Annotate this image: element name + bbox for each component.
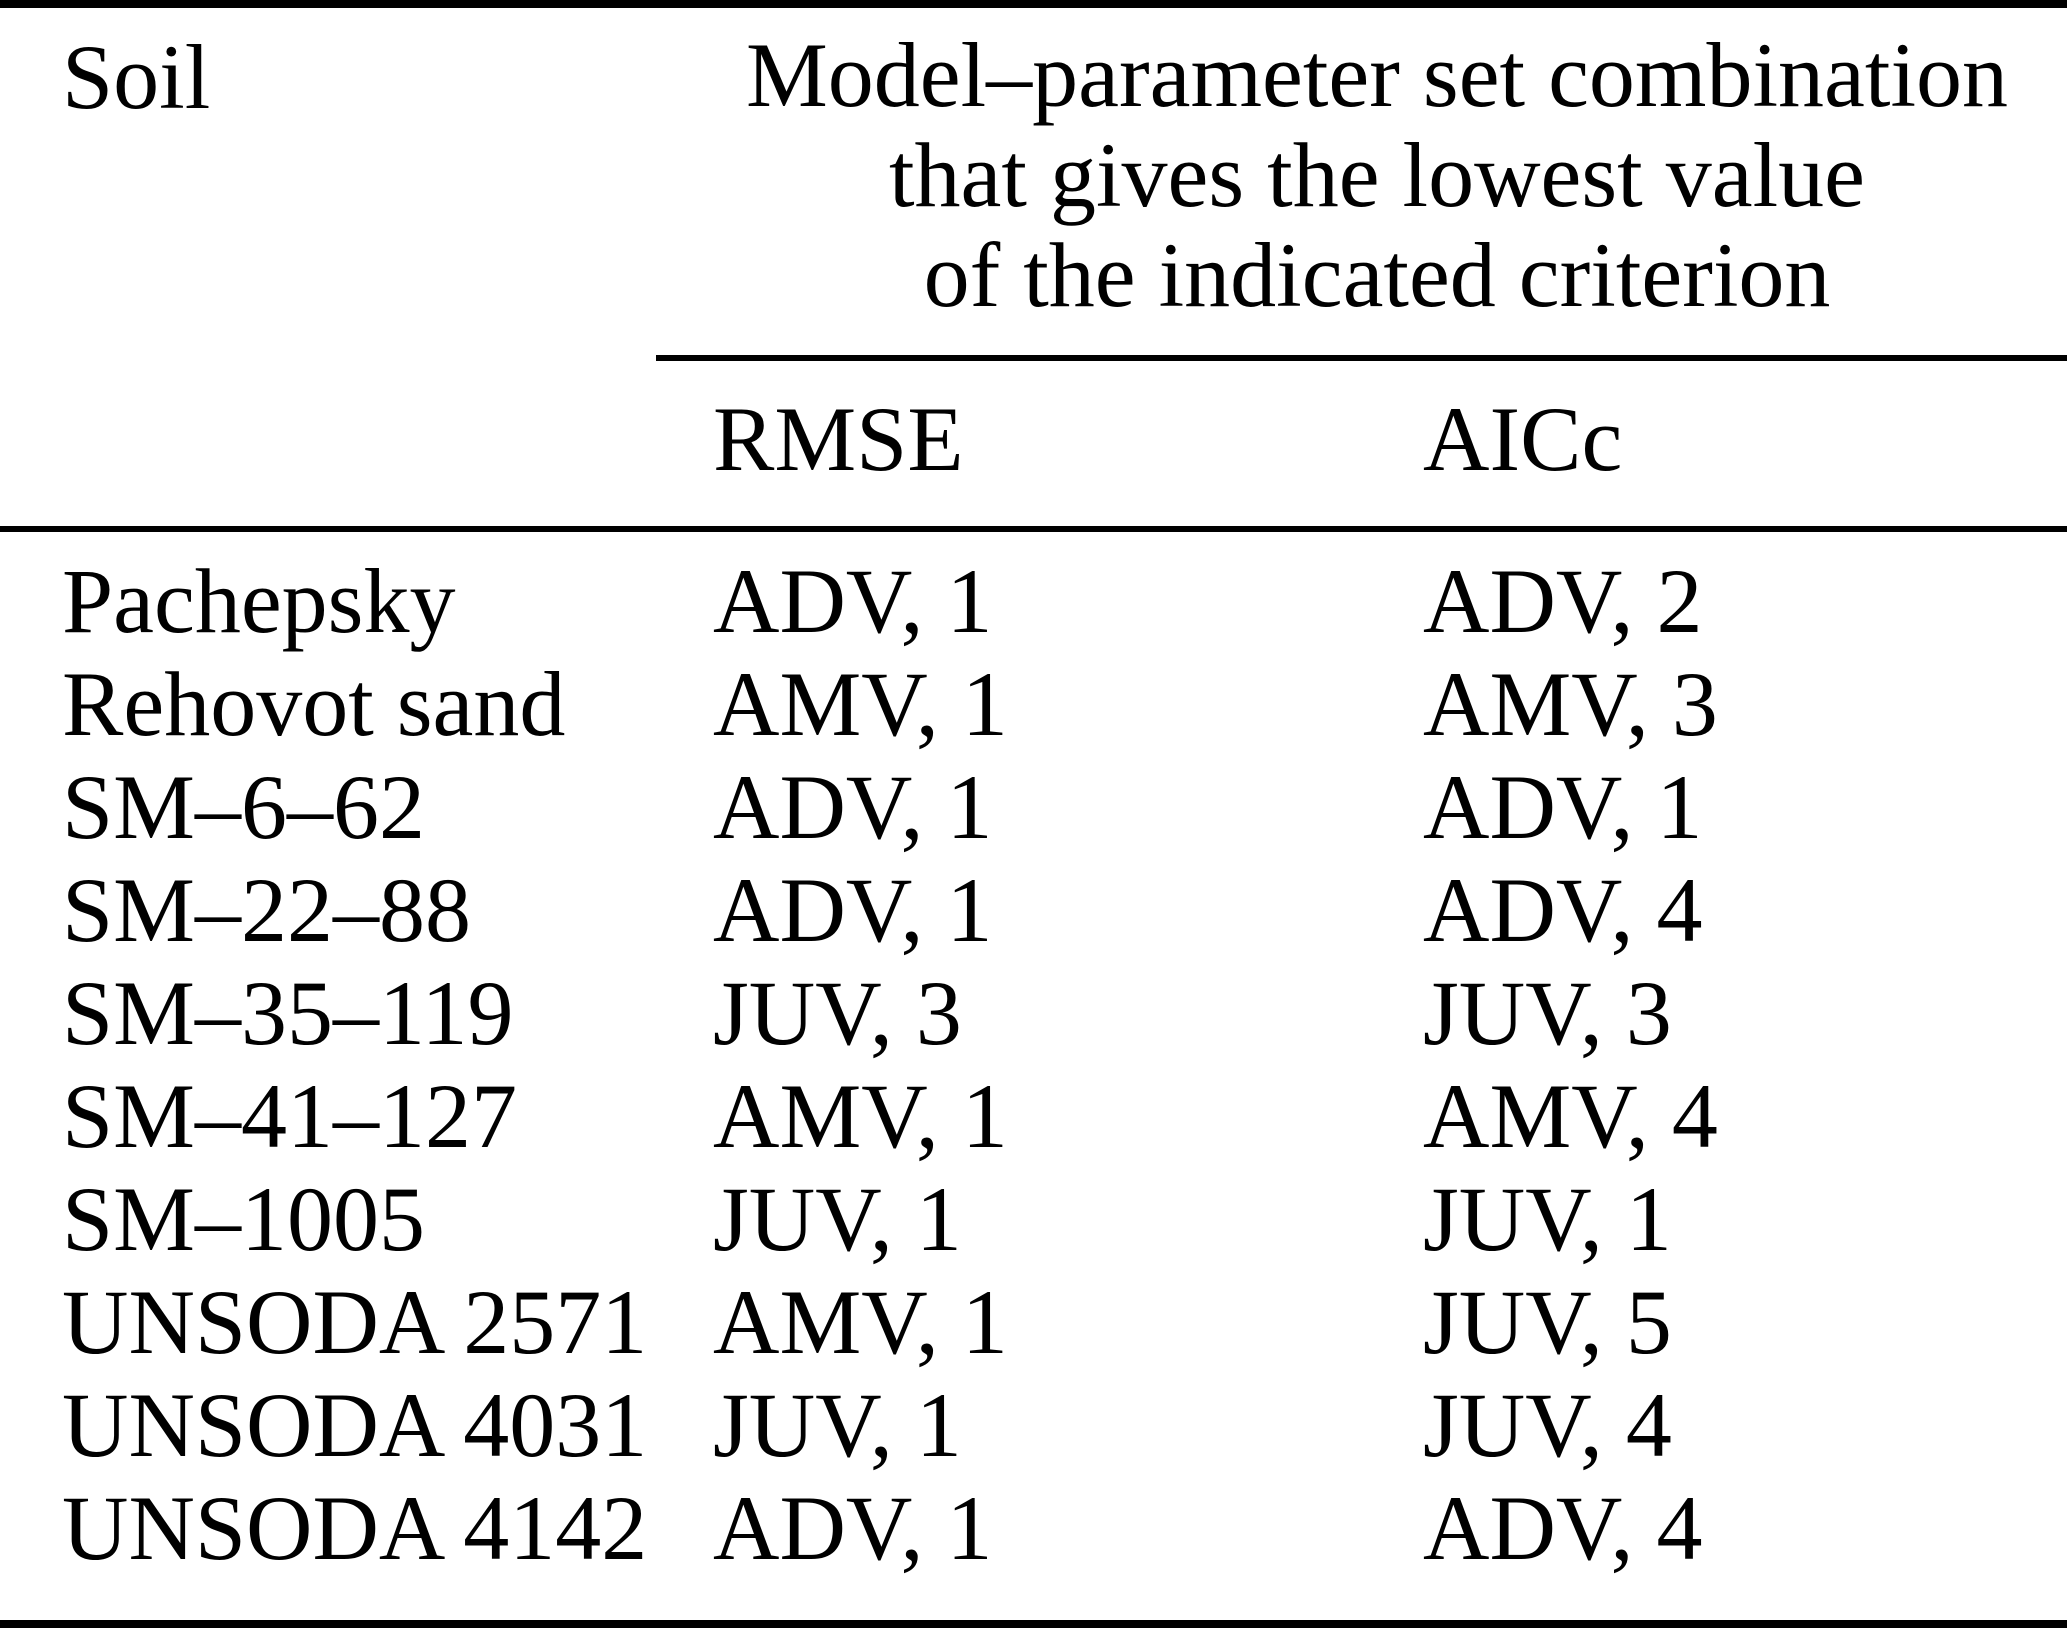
table-row: SM–22–88 ADV, 1 ADV, 4: [62, 864, 2067, 967]
table-row: SM–6–62 ADV, 1 ADV, 1: [62, 761, 2067, 864]
soil-cell: UNSODA 2571: [62, 1271, 648, 1373]
aicc-cell: ADV, 1: [1423, 756, 1703, 858]
aicc-cell: JUV, 3: [1423, 962, 1672, 1064]
group-header-line-1: Model–parameter set combination: [745, 24, 2009, 126]
table-row: UNSODA 4142 ADV, 1 ADV, 4: [62, 1482, 2067, 1585]
rmse-cell: JUV, 1: [713, 1374, 962, 1476]
table-row: UNSODA 4031 JUV, 1 JUV, 4: [62, 1379, 2067, 1482]
rmse-cell: JUV, 1: [713, 1168, 962, 1270]
rmse-cell: ADV, 1: [713, 756, 993, 858]
soil-cell: SM–35–119: [62, 962, 514, 1064]
soil-column-header: Soil: [62, 26, 211, 128]
rmse-cell: ADV, 1: [713, 1477, 993, 1579]
top-rule: [0, 0, 2067, 8]
table-row: SM–35–119 JUV, 3 JUV, 3: [62, 967, 2067, 1070]
aicc-cell: JUV, 4: [1423, 1374, 1672, 1476]
aicc-cell: JUV, 5: [1423, 1271, 1672, 1373]
soil-cell: SM–22–88: [62, 859, 471, 961]
group-header-line-3: of the indicated criterion: [923, 224, 1831, 326]
table-row: Pachepsky ADV, 1 ADV, 2: [62, 555, 2067, 658]
soil-cell: UNSODA 4031: [62, 1374, 648, 1476]
table-body: Pachepsky ADV, 1 ADV, 2 Rehovot sand AMV…: [62, 555, 2067, 1595]
bottom-rule: [0, 1620, 2067, 1628]
soil-cell: UNSODA 4142: [62, 1477, 648, 1579]
soil-cell: SM–6–62: [62, 756, 425, 858]
soil-cell: Pachepsky: [62, 550, 456, 652]
rmse-cell: JUV, 3: [713, 962, 962, 1064]
soil-cell: SM–1005: [62, 1168, 425, 1270]
rmse-cell: AMV, 1: [713, 1065, 1008, 1167]
rmse-cell: AMV, 1: [713, 653, 1008, 755]
aicc-column-header: AICc: [1423, 388, 1623, 490]
group-column-header: Model–parameter set combination that giv…: [713, 25, 2041, 325]
group-header-underline-rule: [656, 355, 2067, 361]
table-row: UNSODA 2571 AMV, 1 JUV, 5: [62, 1276, 2067, 1379]
table-row: SM–1005 JUV, 1 JUV, 1: [62, 1173, 2067, 1276]
rmse-cell: ADV, 1: [713, 550, 993, 652]
rmse-cell: ADV, 1: [713, 859, 993, 961]
aicc-cell: JUV, 1: [1423, 1168, 1672, 1270]
header-separator-rule: [0, 526, 2067, 532]
soil-cell: Rehovot sand: [62, 653, 566, 755]
aicc-cell: ADV, 2: [1423, 550, 1703, 652]
aicc-cell: ADV, 4: [1423, 859, 1703, 961]
rmse-cell: AMV, 1: [713, 1271, 1008, 1373]
aicc-cell: AMV, 4: [1423, 1065, 1718, 1167]
rmse-column-header: RMSE: [713, 388, 964, 490]
table-row: SM–41–127 AMV, 1 AMV, 4: [62, 1070, 2067, 1173]
aicc-cell: ADV, 4: [1423, 1477, 1703, 1579]
table-row: Rehovot sand AMV, 1 AMV, 3: [62, 658, 2067, 761]
group-header-line-2: that gives the lowest value: [889, 124, 1865, 226]
aicc-cell: AMV, 3: [1423, 653, 1718, 755]
soil-cell: SM–41–127: [62, 1065, 517, 1167]
